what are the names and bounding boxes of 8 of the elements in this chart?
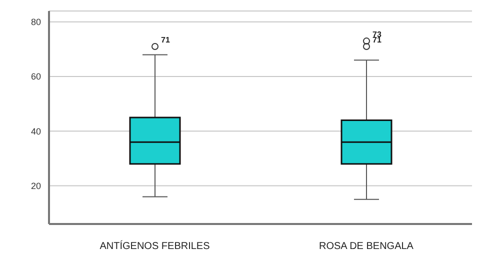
y-tick-label: 60 bbox=[30, 72, 41, 82]
x-tick-label: ROSA DE BENGALA bbox=[319, 241, 414, 252]
y-tick-label: 40 bbox=[30, 126, 41, 136]
annotation: 71 bbox=[161, 36, 170, 44]
annotation: 71 bbox=[372, 36, 382, 44]
x-tick-label: ANTÍGENOS FEBRILES bbox=[100, 240, 210, 252]
y-tick-label: 20 bbox=[30, 180, 41, 191]
y-tick-label: 80 bbox=[30, 17, 41, 28]
